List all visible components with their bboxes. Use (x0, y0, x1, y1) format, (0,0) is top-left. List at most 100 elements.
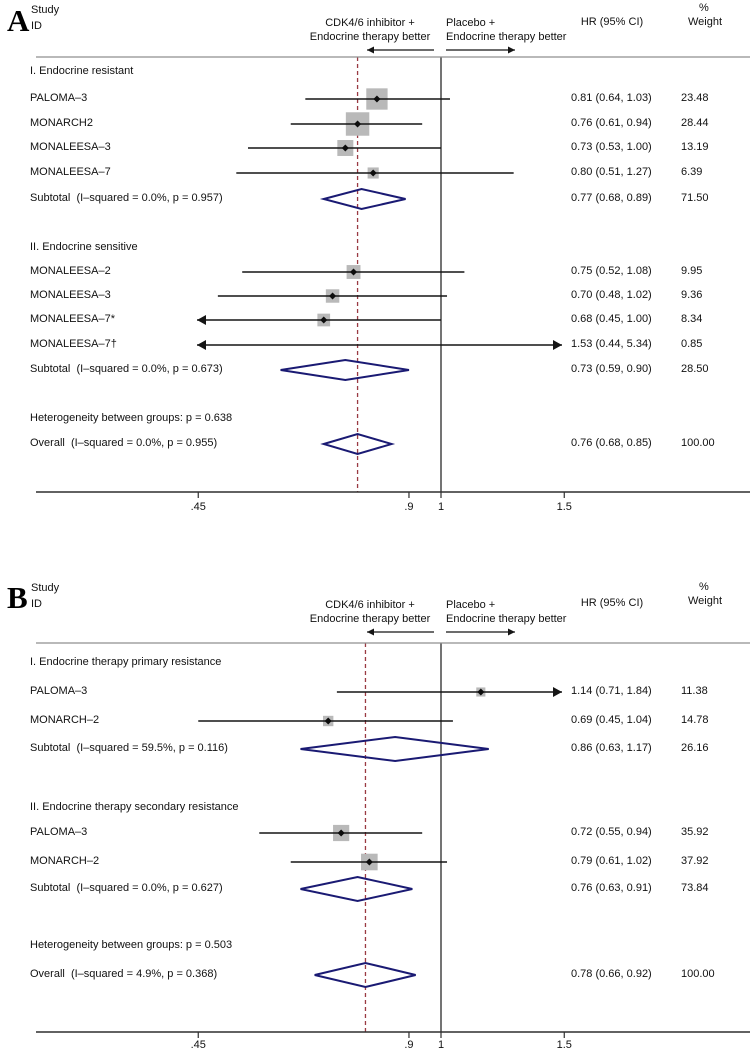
subtotal-row-label: Subtotal (I–squared = 0.0%, p = 0.673) (30, 363, 223, 375)
hr-ci-value: 0.79 (0.61, 1.02) (571, 855, 652, 867)
group-heading: II. Endocrine therapy secondary resistan… (30, 801, 239, 813)
effect-marker (329, 292, 337, 300)
weight-value: 73.84 (681, 882, 709, 894)
effect-marker (341, 144, 349, 152)
panel-b-letter: B (7, 580, 28, 615)
column-header-id: ID (31, 598, 42, 610)
weight-value: 0.85 (681, 338, 703, 350)
weight-value: 35.92 (681, 826, 709, 838)
hr-ci-value: 1.14 (0.71, 1.84) (571, 685, 652, 697)
effect-marker (324, 717, 332, 725)
weight-value: 6.39 (681, 166, 703, 178)
study-row-label: MONALEESA–7† (30, 338, 117, 350)
study-row-label: MONARCH–2 (30, 855, 100, 867)
weight-value: 8.34 (681, 313, 703, 325)
effect-marker (369, 169, 377, 177)
hr-ci-value: 0.72 (0.55, 0.94) (571, 826, 652, 838)
study-row-label: PALOMA–3 (30, 826, 88, 838)
hr-ci-value: 0.78 (0.66, 0.92) (571, 968, 652, 980)
study-row-label: MONALEESA–7* (30, 313, 115, 325)
hr-ci-value: 0.77 (0.68, 0.89) (571, 192, 652, 204)
weight-value: 11.38 (681, 685, 708, 697)
direction-arrowhead-right (508, 628, 515, 636)
hr-ci-value: 0.73 (0.59, 0.90) (571, 363, 652, 375)
study-row-label: MONARCH–2 (30, 714, 100, 726)
column-header-weight: Weight (688, 16, 723, 28)
axis-tick-label: 1 (437, 501, 445, 513)
axis-tick-label: .9 (404, 1039, 414, 1051)
right-direction-label-line2: Endocrine therapy better (446, 31, 567, 43)
study-row-label: MONALEESA–2 (30, 265, 111, 277)
hr-ci-value: 0.69 (0.45, 1.04) (571, 714, 652, 726)
subtotal-diamond (319, 187, 406, 211)
direction-arrowhead-left (367, 628, 374, 636)
right-direction-label-line1: Placebo + (446, 17, 496, 29)
column-header-percent: % (699, 581, 709, 593)
hr-ci-value: 0.73 (0.53, 1.00) (571, 141, 652, 153)
effect-marker (477, 688, 485, 696)
hr-ci-value: 0.75 (0.52, 1.08) (571, 265, 652, 277)
effect-marker (365, 858, 373, 866)
hr-ci-value: 1.53 (0.44, 5.34) (571, 338, 652, 350)
study-row-label: MONALEESA–7 (30, 166, 111, 178)
left-direction-label-line1: CDK4/6 inhibitor + (325, 599, 415, 611)
study-row-label: PALOMA–3 (30, 685, 88, 697)
effect-marker (350, 268, 358, 276)
study-row-label: MONALEESA–3 (30, 141, 111, 153)
subtotal-row-label: Subtotal (I–squared = 0.0%, p = 0.957) (30, 192, 223, 204)
right-direction-label-line1: Placebo + (446, 599, 496, 611)
weight-value: 37.92 (681, 855, 709, 867)
hr-ci-value: 0.86 (0.63, 1.17) (571, 742, 652, 754)
left-direction-label-line2: Endocrine therapy better (309, 613, 431, 625)
weight-value: 71.50 (681, 192, 709, 204)
hr-ci-value: 0.81 (0.64, 1.03) (571, 92, 652, 104)
effect-marker (354, 120, 362, 128)
weight-value: 26.16 (681, 742, 709, 754)
column-header-hr-ci: HR (95% CI) (580, 597, 644, 609)
hr-ci-value: 0.76 (0.68, 0.85) (571, 437, 652, 449)
axis-tick-label: .45 (190, 1039, 206, 1051)
subtotal-diamond (280, 358, 410, 382)
left-direction-label-line2: Endocrine therapy better (309, 31, 431, 43)
ci-arrowhead-left (197, 315, 206, 325)
hr-ci-value: 0.70 (0.48, 1.02) (571, 289, 652, 301)
heterogeneity-note: Heterogeneity between groups: p = 0.503 (30, 939, 233, 951)
weight-value: 100.00 (681, 968, 715, 980)
panel-a-letter: A (7, 3, 30, 38)
overall-row-label: Overall (I–squared = 0.0%, p = 0.955) (30, 437, 218, 449)
overall-diamond (320, 432, 396, 456)
weight-value: 100.00 (681, 437, 715, 449)
weight-value: 28.50 (681, 363, 709, 375)
heterogeneity-note: Heterogeneity between groups: p = 0.638 (30, 412, 233, 424)
effect-marker (373, 95, 381, 103)
left-direction-label-line1: CDK4/6 inhibitor + (325, 17, 415, 29)
hr-ci-value: 0.80 (0.51, 1.27) (571, 166, 652, 178)
subtotal-diamond (300, 875, 413, 903)
axis-tick-label: .45 (190, 501, 206, 513)
column-header-id: ID (31, 20, 42, 32)
column-header-study: Study (31, 582, 60, 594)
study-row-label: MONALEESA–3 (30, 289, 111, 301)
direction-arrowhead-left (367, 46, 374, 54)
column-header-weight: Weight (688, 595, 723, 607)
ci-arrowhead-right (553, 687, 562, 697)
column-header-hr-ci: HR (95% CI) (580, 16, 644, 28)
group-heading: I. Endocrine therapy primary resistance (30, 656, 222, 668)
right-direction-label-line2: Endocrine therapy better (446, 613, 567, 625)
ci-arrowhead-left (197, 340, 206, 350)
study-row-label: PALOMA–3 (30, 92, 88, 104)
overall-row-label: Overall (I–squared = 4.9%, p = 0.368) (30, 968, 218, 980)
subtotal-diamond (300, 735, 489, 763)
direction-arrowhead-right (508, 46, 515, 54)
group-heading: II. Endocrine sensitive (30, 241, 138, 253)
weight-value: 9.36 (681, 289, 703, 301)
weight-value: 9.95 (681, 265, 703, 277)
hr-ci-value: 0.68 (0.45, 1.00) (571, 313, 652, 325)
weight-value: 23.48 (681, 92, 709, 104)
weight-value: 13.19 (681, 141, 709, 153)
axis-tick-label: 1.5 (556, 1039, 572, 1051)
ci-arrowhead-right (553, 340, 562, 350)
hr-ci-value: 0.76 (0.61, 0.94) (571, 117, 652, 129)
